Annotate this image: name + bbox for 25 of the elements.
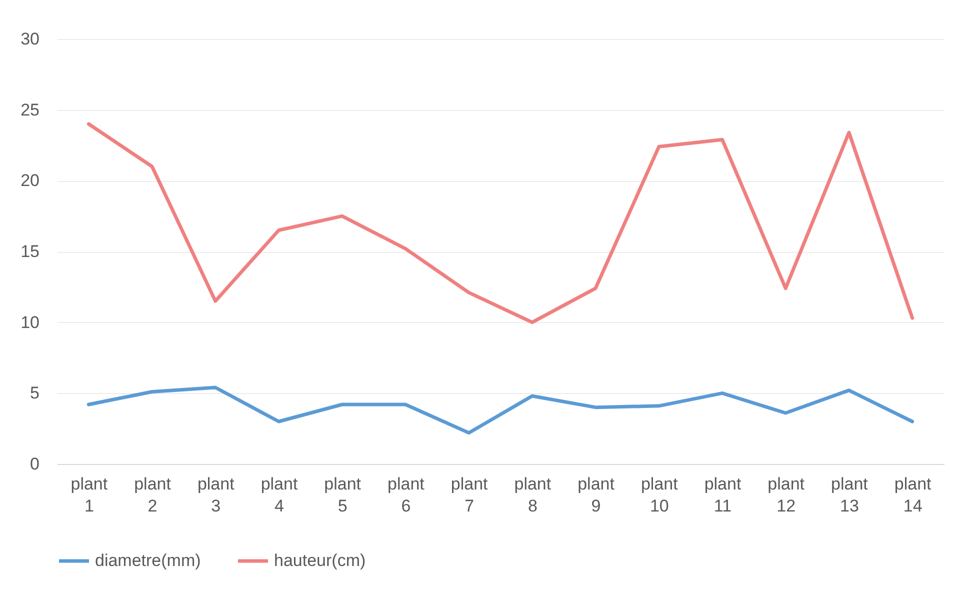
legend-label: hauteur(cm) [274, 551, 366, 570]
x-tick-label: plant 10 [640, 474, 678, 516]
line-series [86, 386, 914, 435]
y-tick-label: 15 [20, 242, 40, 261]
x-tick-label: plant 14 [894, 474, 932, 516]
y-tick-label: 25 [20, 100, 40, 120]
x-tick-label: plant 9 [578, 474, 615, 516]
legend-label: diametre(mm) [95, 551, 201, 570]
x-tick-label: plant 4 [260, 474, 298, 516]
y-tick-label: 10 [20, 312, 40, 332]
x-tick-label: plant 2 [134, 474, 172, 516]
y-tick-label: 30 [20, 30, 40, 48]
line-series [86, 122, 914, 324]
y-tick-label: 0 [30, 454, 40, 474]
x-tick-label: plant 12 [768, 474, 805, 516]
x-tick-label: plant 5 [324, 474, 362, 516]
x-tick-label: plant 7 [450, 474, 488, 516]
y-tick-label: 20 [20, 171, 40, 190]
x-tick-label: plant 3 [197, 474, 235, 516]
x-tick-label: plant 6 [388, 474, 425, 516]
x-tick-label: plant 13 [831, 474, 868, 516]
x-tick-label: plant 11 [704, 474, 742, 516]
y-tick-label: 5 [30, 384, 40, 403]
x-tick-label: plant 1 [70, 474, 108, 516]
x-tick-label: plant 8 [514, 474, 552, 516]
